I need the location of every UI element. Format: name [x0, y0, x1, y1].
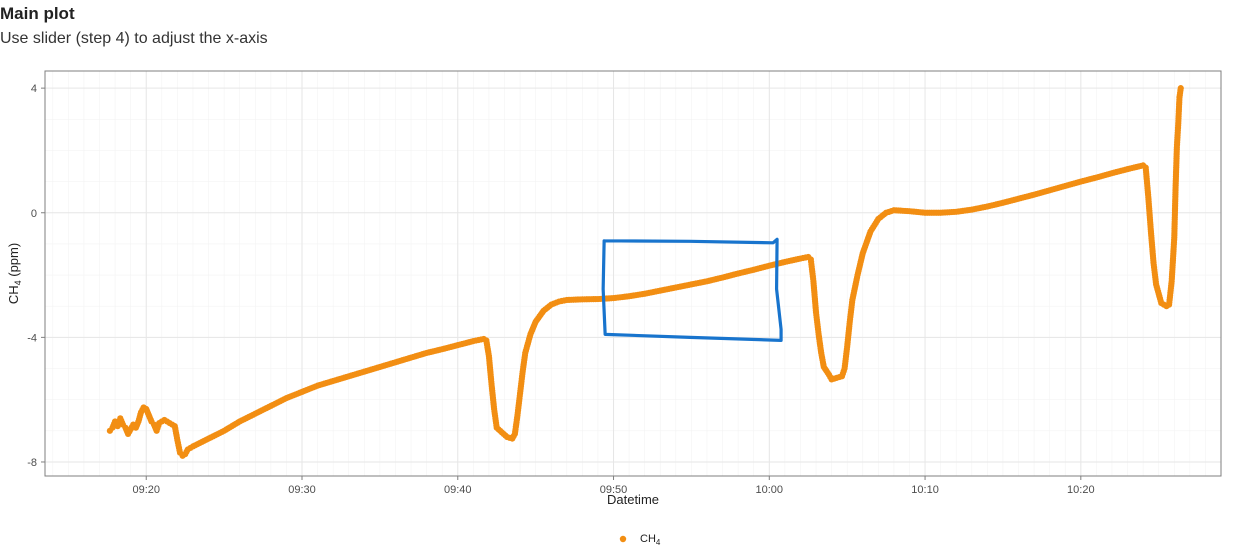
- page-subtitle: Use slider (step 4) to adjust the x-axis: [0, 30, 268, 47]
- legend-label-subscript: 4: [656, 538, 661, 547]
- y-axis-title-subscript: 4: [13, 280, 23, 285]
- y-axis-ticks: 4 0 -4 -8: [27, 83, 45, 469]
- ch4-data-points: [106, 85, 1184, 459]
- y-axis-title-main: CH: [6, 285, 21, 304]
- y-tick-label: 4: [31, 83, 37, 95]
- x-tick-label: 10:00: [756, 484, 784, 496]
- data-point: [1177, 85, 1184, 92]
- plot-panel-border: [44, 70, 1222, 477]
- legend-label-ch4: CH4: [640, 533, 661, 547]
- x-tick-label: 10:10: [911, 484, 939, 496]
- minor-gridlines: [45, 71, 1222, 476]
- hand-drawn-box-annotation: [601, 237, 783, 342]
- legend: CH4: [619, 533, 661, 547]
- x-tick-label: 09:40: [444, 484, 472, 496]
- page-title: Main plot: [0, 4, 75, 23]
- y-axis-title-unit: (ppm): [6, 243, 21, 281]
- x-tick-label: 09:50: [600, 484, 628, 496]
- x-axis-title: Datetime: [607, 492, 659, 507]
- x-tick-label: 09:30: [288, 484, 316, 496]
- legend-label-main: CH: [640, 533, 656, 545]
- y-tick-label: -4: [27, 332, 37, 344]
- y-tick-label: -8: [27, 457, 37, 469]
- legend-key-ch4: [619, 535, 627, 543]
- x-axis-ticks: 09:20 09:30 09:40 09:50 10:00 10:10 10:20: [132, 476, 1095, 496]
- y-tick-label: 0: [31, 208, 37, 220]
- y-axis-title: CH4 (ppm): [6, 243, 23, 304]
- x-tick-label: 10:20: [1067, 484, 1095, 496]
- major-gridlines: [45, 71, 1221, 476]
- x-tick-label: 09:20: [132, 484, 160, 496]
